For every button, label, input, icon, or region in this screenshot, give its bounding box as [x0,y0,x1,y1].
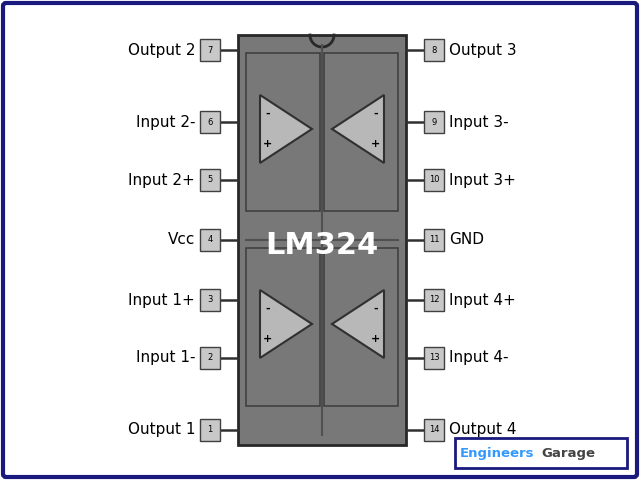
Bar [324,248,398,406]
Bar [200,419,220,441]
Text: 12: 12 [429,296,439,304]
Polygon shape [260,290,312,358]
Text: 4: 4 [207,236,212,244]
Text: Output 4: Output 4 [449,422,516,437]
Text: Input 1+: Input 1+ [128,292,195,308]
Bar [238,35,406,445]
Text: 11: 11 [429,236,439,244]
Polygon shape [332,290,384,358]
Text: Input 2+: Input 2+ [128,172,195,188]
Text: 10: 10 [429,176,439,184]
Bar [246,248,320,406]
Text: 7: 7 [207,46,212,55]
Text: 6: 6 [207,118,212,127]
Text: +: + [264,334,273,344]
Text: 14: 14 [429,425,439,434]
Text: Input 3-: Input 3- [449,115,509,130]
Bar [455,438,627,468]
Text: 13: 13 [429,353,439,362]
Bar [200,289,220,311]
Text: +: + [371,334,381,344]
Text: LM324: LM324 [266,230,379,260]
Bar [324,53,398,211]
Bar [424,39,444,61]
Text: 9: 9 [431,118,436,127]
Text: Engineers: Engineers [460,446,534,459]
Text: 3: 3 [207,296,212,304]
Text: Output 2: Output 2 [127,43,195,58]
Text: +: + [371,139,381,149]
Text: -: - [374,109,378,119]
Text: Input 2-: Input 2- [136,115,195,130]
Polygon shape [260,95,312,163]
Bar [246,53,320,211]
Bar [424,347,444,369]
Text: GND: GND [449,232,484,248]
Bar [424,229,444,251]
Bar [424,169,444,191]
Bar [200,111,220,133]
Bar [200,169,220,191]
Text: -: - [266,304,270,314]
Bar [424,419,444,441]
Text: Input 1-: Input 1- [136,350,195,365]
Text: 2: 2 [207,353,212,362]
Text: 8: 8 [431,46,436,55]
Bar [200,347,220,369]
Text: Output 1: Output 1 [127,422,195,437]
Bar [424,289,444,311]
Text: 5: 5 [207,176,212,184]
Bar [200,39,220,61]
FancyBboxPatch shape [3,3,637,477]
Text: +: + [264,139,273,149]
Bar [200,229,220,251]
Text: Output 3: Output 3 [449,43,516,58]
Polygon shape [332,95,384,163]
Text: 1: 1 [207,425,212,434]
Text: Garage: Garage [541,446,595,459]
Text: Input 4+: Input 4+ [449,292,516,308]
Bar [424,111,444,133]
Text: Vcc: Vcc [168,232,195,248]
Text: Input 3+: Input 3+ [449,172,516,188]
Text: -: - [374,304,378,314]
Text: Input 4-: Input 4- [449,350,509,365]
Text: -: - [266,109,270,119]
